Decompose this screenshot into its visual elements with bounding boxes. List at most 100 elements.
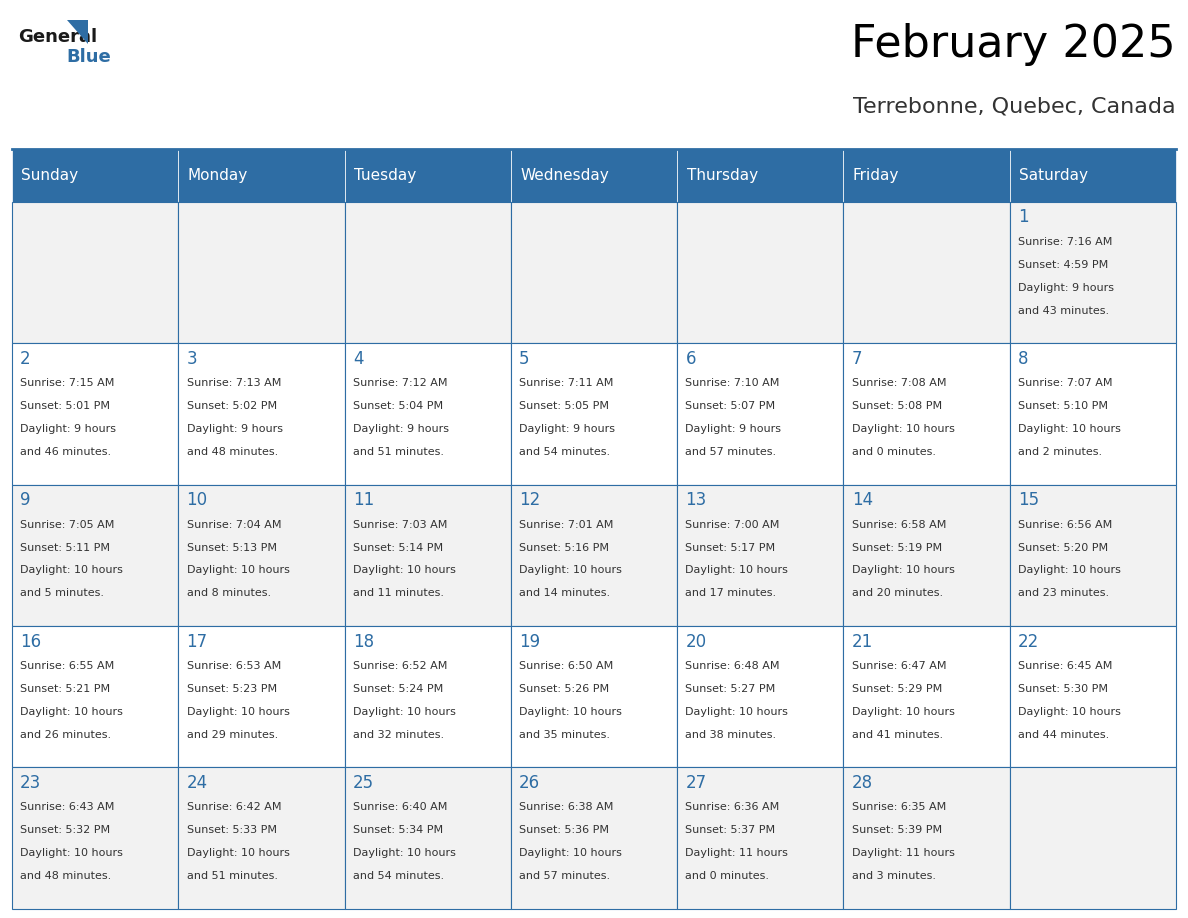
- Text: and 44 minutes.: and 44 minutes.: [1018, 730, 1110, 740]
- Bar: [843, 149, 1010, 202]
- Text: February 2025: February 2025: [852, 23, 1176, 66]
- Text: Daylight: 9 hours: Daylight: 9 hours: [519, 424, 615, 434]
- Text: Daylight: 10 hours: Daylight: 10 hours: [353, 707, 456, 717]
- Text: and 54 minutes.: and 54 minutes.: [353, 871, 444, 881]
- Bar: [677, 149, 843, 202]
- Text: 18: 18: [353, 633, 374, 651]
- Text: Daylight: 10 hours: Daylight: 10 hours: [1018, 565, 1121, 576]
- Text: Terrebonne, Quebec, Canada: Terrebonne, Quebec, Canada: [853, 96, 1176, 117]
- Text: Daylight: 10 hours: Daylight: 10 hours: [852, 707, 955, 717]
- Text: Sunrise: 7:16 AM: Sunrise: 7:16 AM: [1018, 237, 1112, 247]
- Text: Tuesday: Tuesday: [354, 168, 416, 183]
- Text: Sunrise: 7:13 AM: Sunrise: 7:13 AM: [187, 378, 280, 388]
- Bar: [511, 485, 677, 626]
- Text: Sunset: 5:01 PM: Sunset: 5:01 PM: [20, 401, 110, 411]
- Text: Sunset: 5:04 PM: Sunset: 5:04 PM: [353, 401, 443, 411]
- Text: 8: 8: [1018, 350, 1029, 368]
- Text: Sunset: 5:33 PM: Sunset: 5:33 PM: [187, 825, 277, 835]
- Bar: [1010, 202, 1176, 343]
- Bar: [178, 626, 345, 767]
- Polygon shape: [67, 20, 88, 44]
- Bar: [677, 767, 843, 909]
- Text: Sunset: 5:05 PM: Sunset: 5:05 PM: [519, 401, 609, 411]
- Text: 14: 14: [852, 491, 873, 509]
- Text: and 32 minutes.: and 32 minutes.: [353, 730, 444, 740]
- Text: Sunrise: 7:00 AM: Sunrise: 7:00 AM: [685, 520, 779, 530]
- Text: Sunrise: 6:35 AM: Sunrise: 6:35 AM: [852, 802, 946, 812]
- Text: Daylight: 9 hours: Daylight: 9 hours: [187, 424, 283, 434]
- Bar: [511, 343, 677, 485]
- Text: Sunset: 5:34 PM: Sunset: 5:34 PM: [353, 825, 443, 835]
- Bar: [345, 149, 511, 202]
- Text: 3: 3: [187, 350, 197, 368]
- Text: 24: 24: [187, 774, 208, 792]
- Text: Daylight: 10 hours: Daylight: 10 hours: [187, 707, 290, 717]
- Text: 22: 22: [1018, 633, 1040, 651]
- Bar: [178, 149, 345, 202]
- Text: Daylight: 10 hours: Daylight: 10 hours: [685, 565, 789, 576]
- Text: 13: 13: [685, 491, 707, 509]
- Text: Sunset: 5:17 PM: Sunset: 5:17 PM: [685, 543, 776, 553]
- Text: Sunrise: 7:05 AM: Sunrise: 7:05 AM: [20, 520, 114, 530]
- Text: Monday: Monday: [188, 168, 248, 183]
- Text: and 26 minutes.: and 26 minutes.: [20, 730, 112, 740]
- Text: Sunrise: 6:56 AM: Sunrise: 6:56 AM: [1018, 520, 1112, 530]
- Text: 15: 15: [1018, 491, 1040, 509]
- Bar: [178, 485, 345, 626]
- Text: and 57 minutes.: and 57 minutes.: [685, 447, 777, 457]
- Text: Sunset: 5:37 PM: Sunset: 5:37 PM: [685, 825, 776, 835]
- Text: Daylight: 10 hours: Daylight: 10 hours: [519, 565, 623, 576]
- Text: Sunrise: 7:07 AM: Sunrise: 7:07 AM: [1018, 378, 1113, 388]
- Bar: [345, 767, 511, 909]
- Bar: [843, 202, 1010, 343]
- Text: Sunrise: 6:43 AM: Sunrise: 6:43 AM: [20, 802, 114, 812]
- Text: 20: 20: [685, 633, 707, 651]
- Text: 11: 11: [353, 491, 374, 509]
- Text: and 20 minutes.: and 20 minutes.: [852, 588, 943, 599]
- Text: 21: 21: [852, 633, 873, 651]
- Text: and 46 minutes.: and 46 minutes.: [20, 447, 112, 457]
- Bar: [1010, 626, 1176, 767]
- Text: and 38 minutes.: and 38 minutes.: [685, 730, 777, 740]
- Text: Sunrise: 6:36 AM: Sunrise: 6:36 AM: [685, 802, 779, 812]
- Text: Sunset: 5:23 PM: Sunset: 5:23 PM: [187, 684, 277, 694]
- Text: Daylight: 9 hours: Daylight: 9 hours: [1018, 283, 1114, 293]
- Text: Sunrise: 6:48 AM: Sunrise: 6:48 AM: [685, 661, 781, 671]
- Text: 1: 1: [1018, 208, 1029, 227]
- Text: and 54 minutes.: and 54 minutes.: [519, 447, 611, 457]
- Bar: [345, 485, 511, 626]
- Text: 4: 4: [353, 350, 364, 368]
- Text: Daylight: 10 hours: Daylight: 10 hours: [519, 848, 623, 858]
- Text: and 41 minutes.: and 41 minutes.: [852, 730, 943, 740]
- Bar: [843, 343, 1010, 485]
- Text: Daylight: 10 hours: Daylight: 10 hours: [852, 565, 955, 576]
- Bar: [843, 485, 1010, 626]
- Bar: [511, 202, 677, 343]
- Bar: [1010, 485, 1176, 626]
- Text: General: General: [18, 28, 97, 46]
- Text: 5: 5: [519, 350, 530, 368]
- Text: 26: 26: [519, 774, 541, 792]
- Text: 27: 27: [685, 774, 707, 792]
- Bar: [843, 626, 1010, 767]
- Text: Sunday: Sunday: [21, 168, 78, 183]
- Text: 2: 2: [20, 350, 31, 368]
- Text: Daylight: 10 hours: Daylight: 10 hours: [353, 848, 456, 858]
- Text: Sunrise: 6:53 AM: Sunrise: 6:53 AM: [187, 661, 280, 671]
- Text: and 57 minutes.: and 57 minutes.: [519, 871, 611, 881]
- Text: Wednesday: Wednesday: [520, 168, 609, 183]
- Text: 10: 10: [187, 491, 208, 509]
- Text: 16: 16: [20, 633, 42, 651]
- Text: and 43 minutes.: and 43 minutes.: [1018, 306, 1110, 316]
- Text: Daylight: 10 hours: Daylight: 10 hours: [187, 848, 290, 858]
- Text: Sunset: 5:16 PM: Sunset: 5:16 PM: [519, 543, 609, 553]
- Text: 19: 19: [519, 633, 541, 651]
- Text: Sunrise: 7:03 AM: Sunrise: 7:03 AM: [353, 520, 447, 530]
- Text: Daylight: 9 hours: Daylight: 9 hours: [353, 424, 449, 434]
- Text: and 48 minutes.: and 48 minutes.: [20, 871, 112, 881]
- Text: Sunrise: 6:47 AM: Sunrise: 6:47 AM: [852, 661, 947, 671]
- Text: Daylight: 10 hours: Daylight: 10 hours: [353, 565, 456, 576]
- Text: Sunrise: 6:42 AM: Sunrise: 6:42 AM: [187, 802, 282, 812]
- Text: Sunrise: 7:12 AM: Sunrise: 7:12 AM: [353, 378, 448, 388]
- Text: Daylight: 10 hours: Daylight: 10 hours: [519, 707, 623, 717]
